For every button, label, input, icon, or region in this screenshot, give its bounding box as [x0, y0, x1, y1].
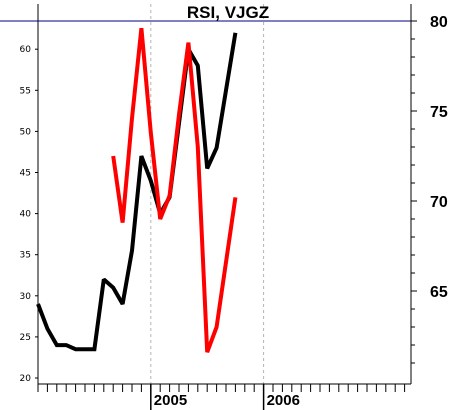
left-tick-label: 40 [20, 210, 32, 220]
right-tick-label: 75 [430, 104, 448, 121]
left-tick-label: 20 [20, 374, 32, 384]
series-line-1 [36, 32, 238, 352]
x-tick-label-2006: 2006 [267, 392, 300, 409]
left-tick-label: 45 [20, 169, 31, 179]
left-tick-label: 30 [20, 292, 32, 302]
left-tick-label: 60 [20, 45, 32, 55]
x-tick-label-2005: 2005 [154, 392, 187, 409]
x-axis: 2005 2006 [37, 383, 411, 410]
series-lines [36, 27, 238, 353]
left-axis: 20 25 30 35 40 45 50 55 60 [20, 4, 39, 384]
series-line-2 [111, 27, 238, 353]
right-tick-label: 70 [430, 194, 448, 211]
chart-title: RSI, VJGZ [187, 3, 269, 22]
left-tick-label: 55 [20, 86, 31, 96]
left-tick-label: 35 [20, 251, 31, 261]
right-tick-label: 80 [430, 14, 448, 31]
left-tick-label: 25 [20, 333, 31, 343]
left-tick-label: 50 [20, 127, 32, 137]
right-tick-label: 65 [430, 284, 448, 301]
right-axis: 65 70 75 80 [410, 4, 448, 384]
